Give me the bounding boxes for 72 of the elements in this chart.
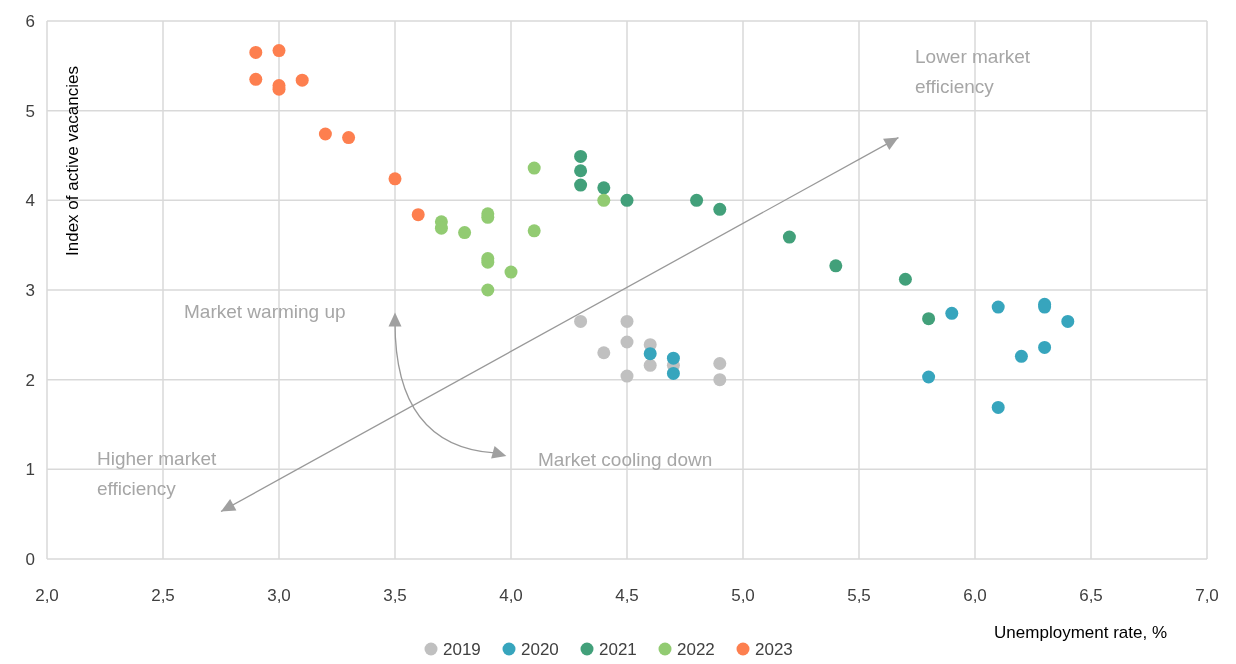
point [318,127,332,141]
annotation: Market cooling down [538,449,713,470]
legend-label: 2021 [599,640,637,659]
y-tick-label: 3 [25,281,35,300]
x-tick-label: 4,0 [499,586,523,605]
point [829,259,843,273]
point [666,366,680,380]
y-tick-label: 6 [25,12,35,31]
y-tick-label: 0 [25,550,35,569]
point [342,131,356,145]
x-tick-label: 5,0 [731,586,755,605]
point [991,300,1005,314]
legend-label: 2020 [521,640,559,659]
x-axis-title: Unemployment rate, % [994,623,1167,642]
point [574,149,588,163]
point [713,202,727,216]
x-tick-label: 2,5 [151,586,175,605]
legend-label: 2023 [755,640,793,659]
point [574,314,588,328]
point [690,193,704,207]
x-tick-label: 2,0 [35,586,59,605]
y-tick-label: 4 [25,191,35,211]
x-tick-label: 6,5 [1079,586,1103,605]
y-tick-label: 2 [25,370,35,390]
x-tick-label: 5,5 [847,586,871,605]
point [991,400,1005,414]
point [922,312,936,326]
point [295,73,309,87]
point [782,230,796,244]
annotation: Market warming up [184,301,346,322]
point [1061,314,1075,328]
y-tick-label: 1 [25,460,35,480]
point [527,161,541,175]
x-tick-label: 3,0 [267,586,291,605]
point [1038,340,1052,354]
point [597,193,611,207]
legend-label: 2019 [443,640,481,659]
point [249,72,263,86]
point [898,272,912,286]
x-tick-label: 7,0 [1195,586,1219,605]
point [620,335,634,349]
point [411,208,425,222]
annotation: Higher market efficiency [97,448,218,499]
point [620,193,634,207]
point [481,283,495,297]
point [620,314,634,328]
x-tick-label: 6,0 [963,586,987,605]
point [713,373,727,387]
point [504,265,518,279]
x-tick-label: 3,5 [383,586,407,605]
point [620,369,634,383]
point [1014,349,1028,363]
point [527,224,541,238]
point [713,357,727,371]
point [574,164,588,178]
point [945,306,959,320]
x-tick-label: 4,5 [615,586,639,605]
point [458,226,472,240]
point [249,45,263,59]
point [272,44,286,58]
point [922,370,936,384]
legend-label: 2022 [677,640,715,659]
y-tick-label: 5 [25,101,35,121]
point [597,181,611,195]
point [643,358,657,372]
point [643,347,657,361]
point [388,172,402,186]
point [666,351,680,365]
y-axis-title: Index of active vacancies [63,66,82,256]
point [574,178,588,192]
point [597,346,611,360]
annotation: Lower market efficiency [915,46,1031,97]
